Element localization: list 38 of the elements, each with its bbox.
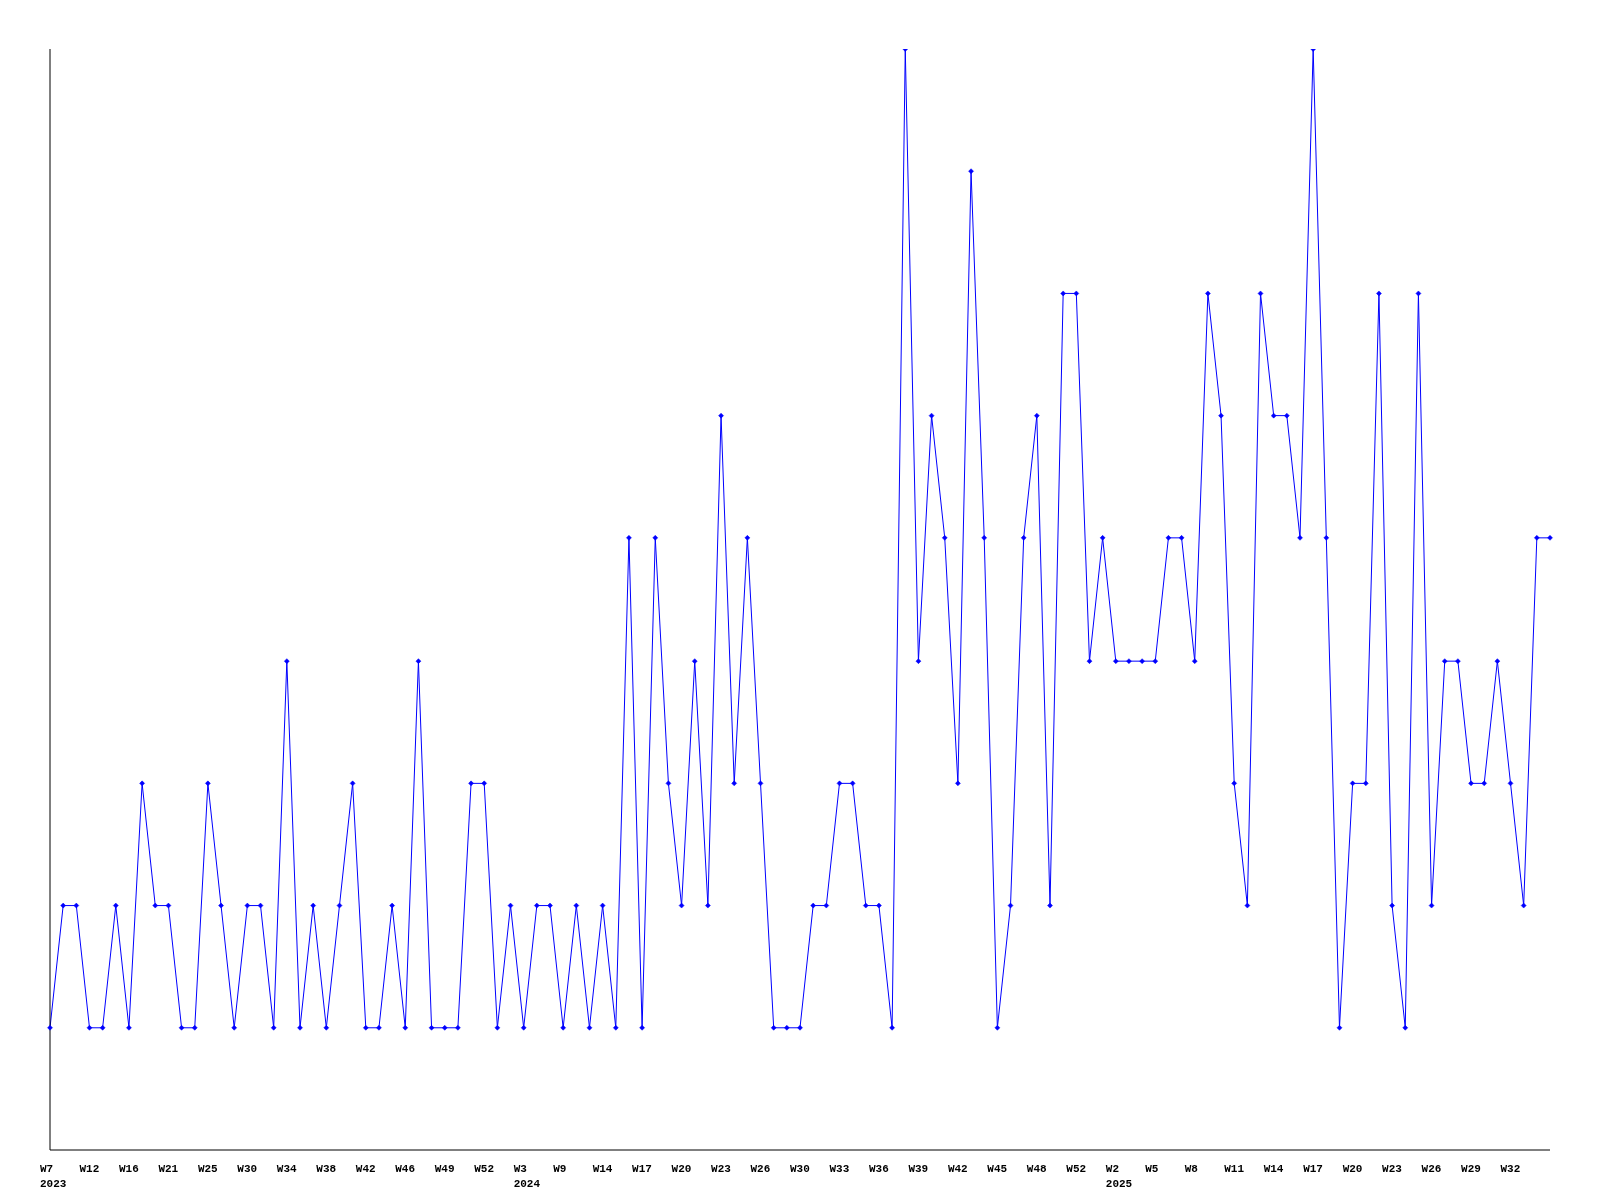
- x-tick-label: W45: [987, 1163, 1008, 1175]
- x-tick-label: W20: [671, 1163, 692, 1175]
- x-tick-label: W23: [711, 1163, 732, 1175]
- x-tick-label: W21: [158, 1163, 179, 1175]
- x-tick-label: W17: [1303, 1163, 1323, 1175]
- x-tick-label: W17: [632, 1163, 652, 1175]
- x-tick-label: W42: [355, 1163, 376, 1175]
- x-tick-label: W20: [1342, 1163, 1363, 1175]
- x-tick-label: W42: [947, 1163, 968, 1175]
- x-tick-label: W32: [1500, 1163, 1521, 1175]
- x-tick-label: W14: [1263, 1163, 1284, 1175]
- x-tick-label: W52: [1066, 1163, 1087, 1175]
- x-tick-label: W5: [1145, 1163, 1159, 1175]
- x-tick-label: W48: [1026, 1163, 1048, 1175]
- x-tick-label: W36: [868, 1163, 889, 1175]
- x-tick-label: W2 2025: [1105, 1163, 1133, 1190]
- x-tick-label: W49: [434, 1163, 455, 1175]
- x-tick-label: W30: [790, 1163, 810, 1175]
- x-tick-label: W34: [276, 1163, 298, 1175]
- x-tick-label: W3 2024: [513, 1163, 541, 1190]
- x-tick-label: W29: [1461, 1163, 1481, 1175]
- x-tick-label: W11: [1224, 1163, 1245, 1175]
- x-tick-label: W7 2023: [40, 1163, 67, 1190]
- x-tick-label: W8: [1184, 1163, 1199, 1175]
- x-tick-label: W16: [118, 1163, 139, 1175]
- x-tick-label: W26: [1421, 1163, 1442, 1175]
- x-tick-label: W30: [237, 1163, 258, 1175]
- x-tick-label: W9: [553, 1163, 567, 1175]
- x-tick-label: W52: [474, 1163, 495, 1175]
- x-tick-label: W14: [592, 1163, 613, 1175]
- x-tick-label: W26: [750, 1163, 771, 1175]
- x-tick-label: W39: [908, 1163, 929, 1175]
- x-tick-label: W12: [79, 1163, 100, 1175]
- x-tick-label: W25: [197, 1163, 219, 1175]
- x-tick-label: W33: [829, 1163, 850, 1175]
- x-tick-label: W23: [1382, 1163, 1403, 1175]
- x-tick-label: W46: [395, 1163, 416, 1175]
- x-tick-label: W38: [316, 1163, 337, 1175]
